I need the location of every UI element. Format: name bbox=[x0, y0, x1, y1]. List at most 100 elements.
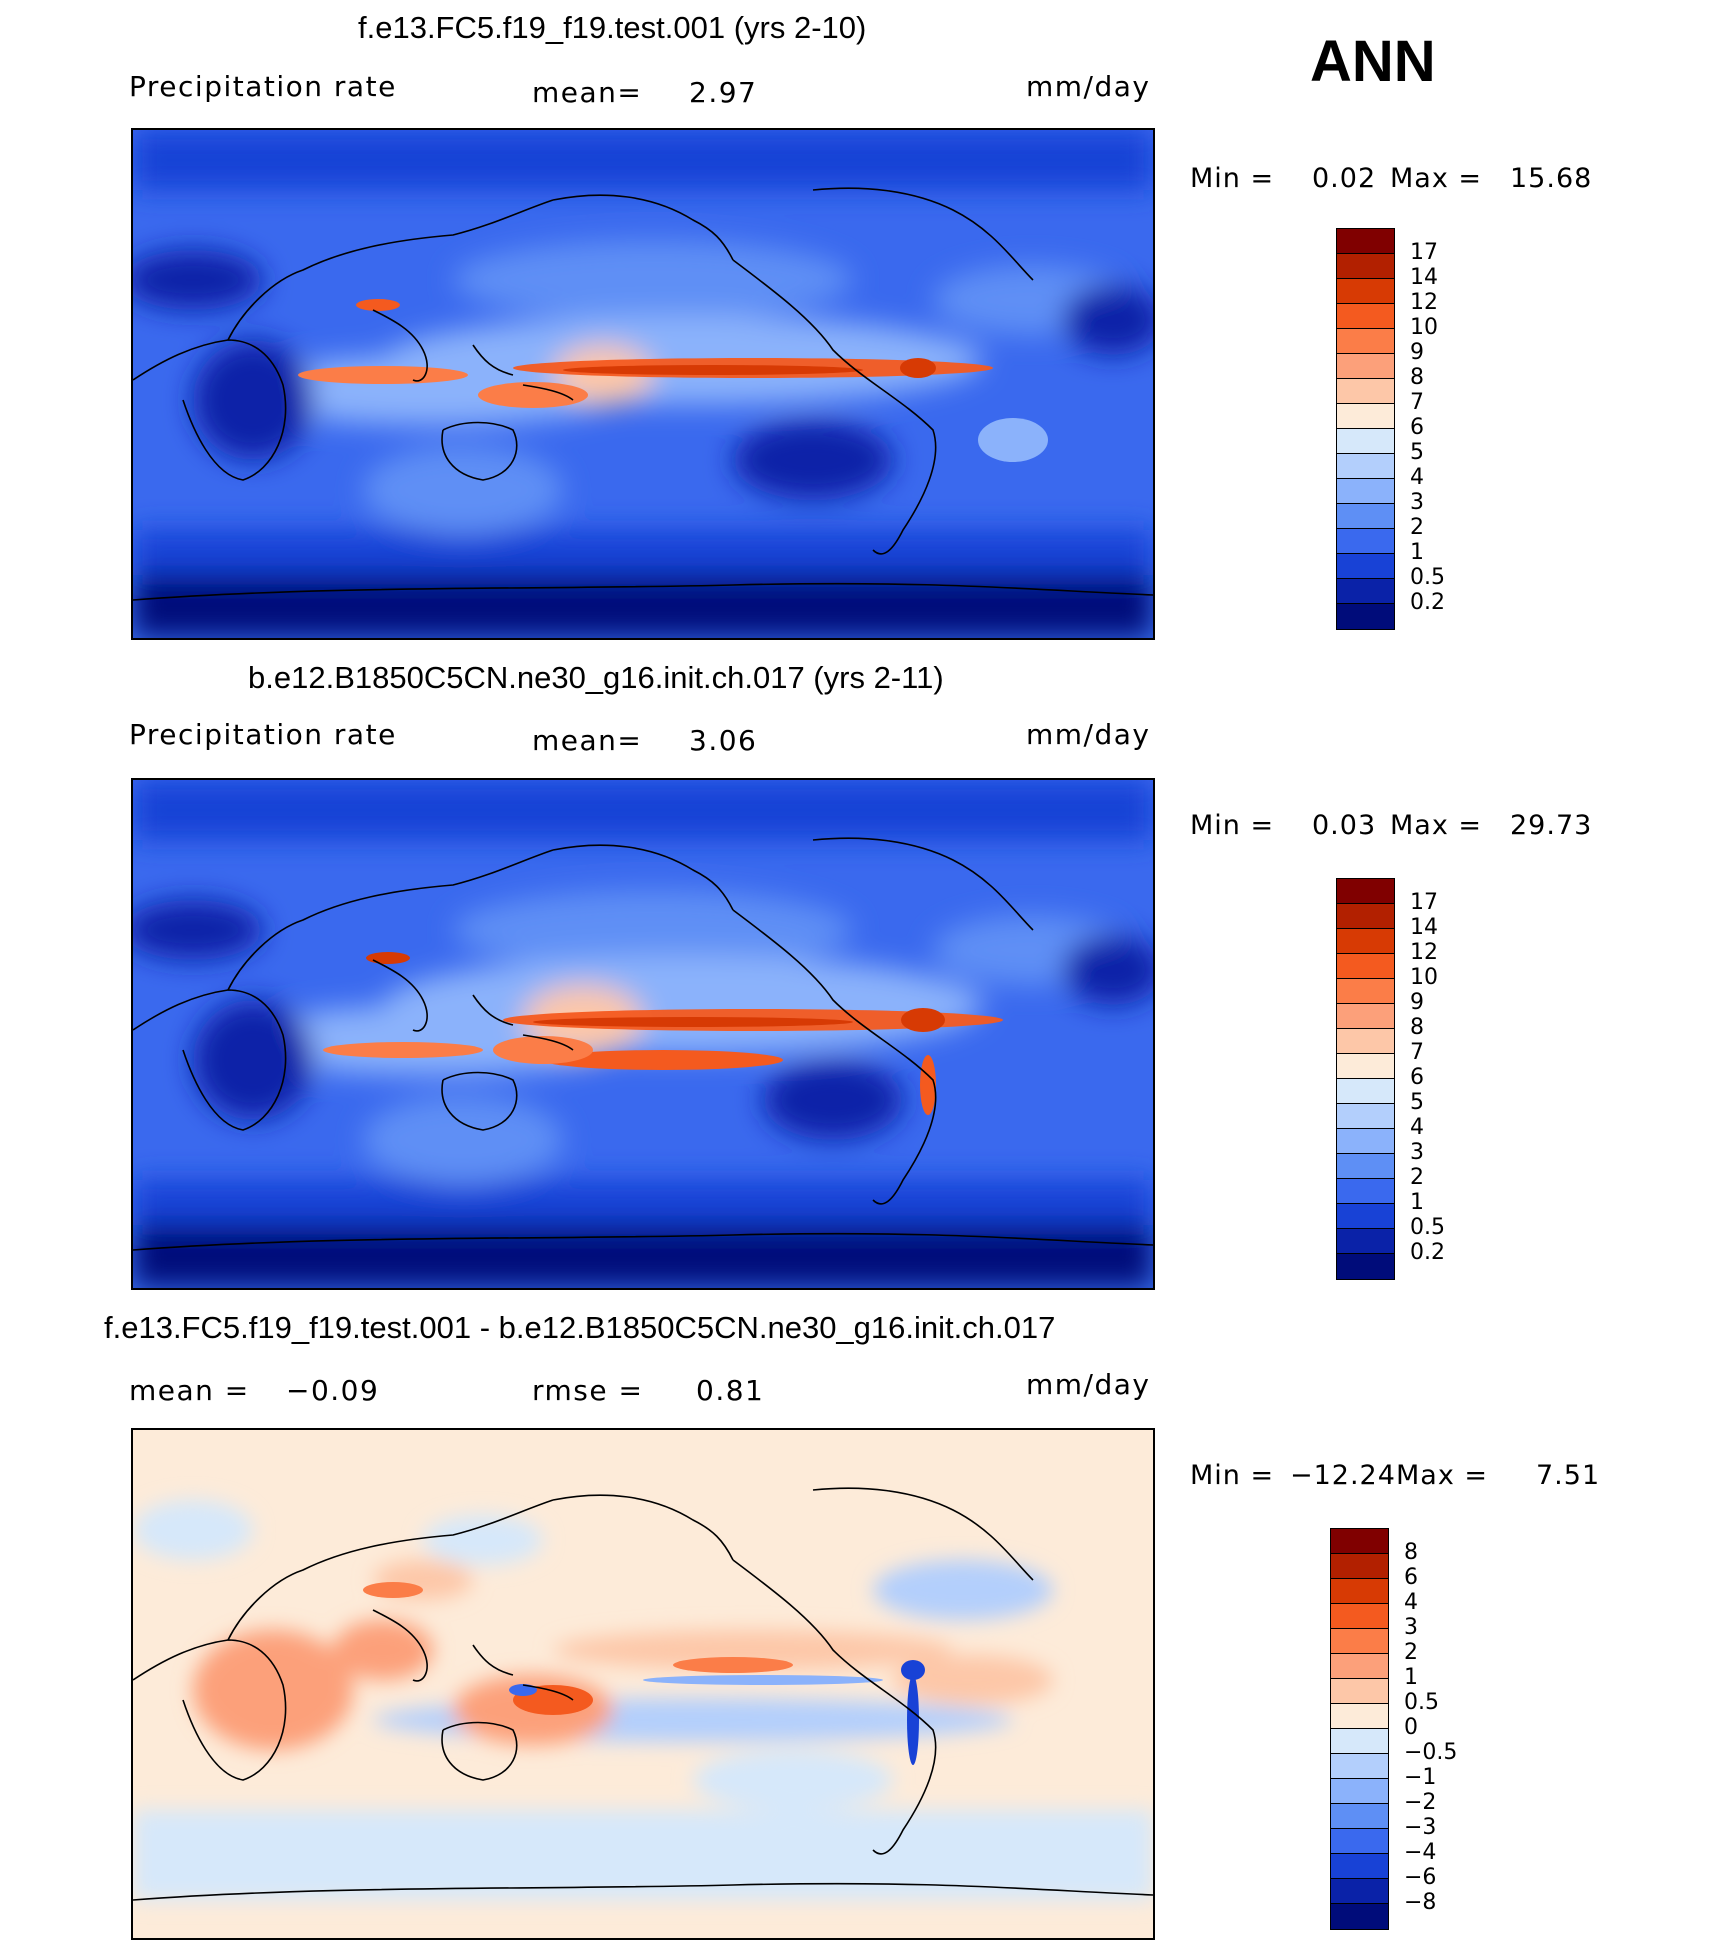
colorbar-swatch bbox=[1337, 979, 1394, 1004]
colorbar-tick-label: 12 bbox=[1410, 290, 1438, 315]
colorbar-tick-label: 0.2 bbox=[1410, 590, 1445, 615]
colorbar-tick-label: 9 bbox=[1410, 340, 1424, 365]
panel-2-min-value: 0.03 bbox=[1312, 810, 1377, 841]
colorbar-swatch bbox=[1337, 529, 1394, 554]
colorbar-swatch bbox=[1337, 504, 1394, 529]
colorbar-tick-label: −4 bbox=[1404, 1840, 1437, 1865]
colorbar-swatch bbox=[1337, 404, 1394, 429]
colorbar-tick-label: −6 bbox=[1404, 1865, 1437, 1890]
panel-3-rmse-label: rmse = bbox=[532, 1374, 644, 1407]
colorbar-tick-label: 0.5 bbox=[1410, 1215, 1445, 1240]
panel-2-colorbar bbox=[1336, 878, 1395, 1280]
panel-1-units: mm/day bbox=[1026, 70, 1151, 103]
panel-1-colorbar-labels: 17 14 12 10 9 8 7 6 5 4 3 2 1 0.5 0.2 bbox=[1410, 228, 1490, 628]
colorbar-swatch bbox=[1331, 1829, 1388, 1854]
panel-1-min-label: Min = bbox=[1190, 163, 1275, 194]
colorbar-swatch bbox=[1331, 1804, 1388, 1829]
colorbar-tick-label: −8 bbox=[1404, 1890, 1437, 1915]
colorbar-tick-label: 8 bbox=[1404, 1540, 1418, 1565]
colorbar-swatch bbox=[1337, 1129, 1394, 1154]
panel-2-max-value: 29.73 bbox=[1510, 810, 1593, 841]
colorbar-swatch bbox=[1331, 1779, 1388, 1804]
colorbar-swatch bbox=[1337, 1004, 1394, 1029]
colorbar-tick-label: 0.5 bbox=[1410, 565, 1445, 590]
colorbar-swatch bbox=[1331, 1704, 1388, 1729]
panel-2-mean-value: 3.06 bbox=[689, 724, 758, 757]
panel-1-mean-value: 2.97 bbox=[689, 76, 758, 109]
colorbar-tick-label: 14 bbox=[1410, 265, 1438, 290]
colorbar-tick-label: 3 bbox=[1410, 490, 1424, 515]
colorbar-tick-label: 2 bbox=[1404, 1640, 1418, 1665]
panel-3-min-value: −12.24 bbox=[1290, 1460, 1396, 1491]
colorbar-tick-label: 4 bbox=[1410, 1115, 1424, 1140]
colorbar-swatch bbox=[1337, 1254, 1394, 1279]
panel-3-title: f.e13.FC5.f19_f19.test.001 - b.e12.B1850… bbox=[104, 1310, 1056, 1345]
colorbar-tick-label: 0.5 bbox=[1404, 1690, 1439, 1715]
colorbar-swatch bbox=[1337, 1079, 1394, 1104]
colorbar-tick-label: 3 bbox=[1404, 1615, 1418, 1640]
colorbar-tick-label: 14 bbox=[1410, 915, 1438, 940]
colorbar-swatch bbox=[1337, 954, 1394, 979]
panel-1-variable-label: Precipitation rate bbox=[129, 70, 397, 103]
panel-2-mean-label: mean= bbox=[532, 724, 643, 757]
colorbar-tick-label: 6 bbox=[1404, 1565, 1418, 1590]
panel-3-map bbox=[131, 1428, 1155, 1940]
colorbar-swatch bbox=[1331, 1604, 1388, 1629]
colorbar-swatch bbox=[1337, 554, 1394, 579]
colorbar-tick-label: 10 bbox=[1410, 965, 1438, 990]
panel-1-min-value: 0.02 bbox=[1312, 163, 1377, 194]
colorbar-swatch bbox=[1331, 1904, 1388, 1929]
colorbar-swatch bbox=[1337, 904, 1394, 929]
panel-2-max-label: Max = bbox=[1390, 810, 1483, 841]
colorbar-tick-label: 17 bbox=[1410, 240, 1438, 265]
panel-3-max-label: Max = bbox=[1396, 1460, 1489, 1491]
colorbar-swatch bbox=[1337, 429, 1394, 454]
panel-3-colorbar bbox=[1330, 1528, 1389, 1930]
colorbar-swatch bbox=[1337, 454, 1394, 479]
colorbar-tick-label: 2 bbox=[1410, 1165, 1424, 1190]
season-label: ANN bbox=[1310, 29, 1436, 94]
colorbar-swatch bbox=[1337, 1204, 1394, 1229]
colorbar-tick-label: 2 bbox=[1410, 515, 1424, 540]
colorbar-swatch bbox=[1337, 579, 1394, 604]
colorbar-swatch bbox=[1331, 1554, 1388, 1579]
panel-1-title: f.e13.FC5.f19_f19.test.001 (yrs 2-10) bbox=[358, 10, 867, 45]
colorbar-swatch bbox=[1331, 1579, 1388, 1604]
colorbar-swatch bbox=[1331, 1754, 1388, 1779]
colorbar-tick-label: 6 bbox=[1410, 415, 1424, 440]
panel-1-max-value: 15.68 bbox=[1510, 163, 1593, 194]
panel-1-max-label: Max = bbox=[1390, 163, 1483, 194]
panel-3-rmse-value: 0.81 bbox=[696, 1374, 765, 1407]
panel-3-difference-field bbox=[133, 1430, 1153, 1938]
colorbar-tick-label: 8 bbox=[1410, 365, 1424, 390]
colorbar-swatch bbox=[1337, 1029, 1394, 1054]
colorbar-swatch bbox=[1337, 329, 1394, 354]
panel-2-min-label: Min = bbox=[1190, 810, 1275, 841]
colorbar-tick-label: 9 bbox=[1410, 990, 1424, 1015]
colorbar-swatch bbox=[1337, 1179, 1394, 1204]
colorbar-swatch bbox=[1331, 1679, 1388, 1704]
colorbar-tick-label: 17 bbox=[1410, 890, 1438, 915]
panel-3-max-value: 7.51 bbox=[1536, 1460, 1601, 1491]
colorbar-swatch bbox=[1331, 1854, 1388, 1879]
colorbar-tick-label: 8 bbox=[1410, 1015, 1424, 1040]
colorbar-tick-label: 5 bbox=[1410, 1090, 1424, 1115]
colorbar-tick-label: 5 bbox=[1410, 440, 1424, 465]
colorbar-tick-label: 1 bbox=[1404, 1665, 1418, 1690]
colorbar-tick-label: 1 bbox=[1410, 540, 1424, 565]
colorbar-tick-label: 3 bbox=[1410, 1140, 1424, 1165]
colorbar-swatch bbox=[1337, 1104, 1394, 1129]
colorbar-swatch bbox=[1337, 354, 1394, 379]
colorbar-swatch bbox=[1337, 304, 1394, 329]
panel-2-variable-label: Precipitation rate bbox=[129, 718, 397, 751]
colorbar-tick-label: −1 bbox=[1404, 1765, 1437, 1790]
colorbar-swatch bbox=[1337, 1154, 1394, 1179]
colorbar-swatch bbox=[1337, 479, 1394, 504]
colorbar-tick-label: 1 bbox=[1410, 1190, 1424, 1215]
panel-1-map bbox=[131, 128, 1155, 640]
colorbar-tick-label: 6 bbox=[1410, 1065, 1424, 1090]
colorbar-swatch bbox=[1337, 279, 1394, 304]
panel-2-units: mm/day bbox=[1026, 718, 1151, 751]
panel-3-mean-label: mean = bbox=[129, 1374, 250, 1407]
colorbar-swatch bbox=[1331, 1729, 1388, 1754]
